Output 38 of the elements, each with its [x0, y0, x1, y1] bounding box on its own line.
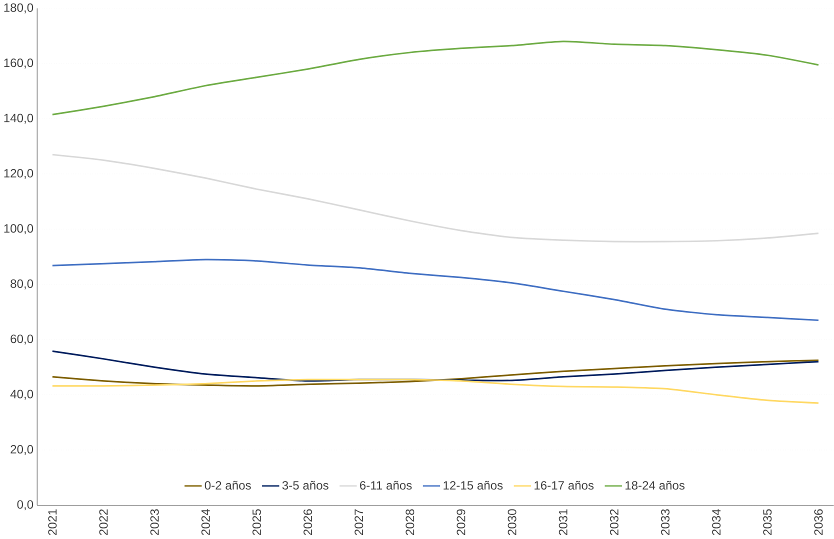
line-series — [52, 350, 820, 382]
x-tick-label: 2032 — [610, 509, 618, 536]
y-tick-label: 180,0 — [4, 3, 34, 14]
legend-label: 18-24 años — [626, 480, 685, 490]
x-tick-label: 2031 — [558, 509, 568, 536]
x-tick-label: 2030 — [508, 509, 516, 536]
x-tick-label: 2033 — [661, 509, 670, 536]
y-tick-label: 20,0 — [10, 445, 34, 455]
line-series — [52, 258, 820, 322]
line-series — [52, 154, 820, 243]
x-tick-label: 2023 — [150, 509, 159, 536]
x-tick-label: 2021 — [48, 509, 57, 536]
x-tick-label: 2034 — [712, 509, 721, 536]
y-tick-label: 140,0 — [4, 114, 34, 124]
line-series — [52, 359, 820, 387]
y-tick-label: 120,0 — [4, 169, 34, 179]
x-tick-label: 2027 — [354, 509, 364, 536]
legend-label: 6-11 años — [360, 480, 412, 490]
x-tick-label: 2035 — [763, 509, 772, 536]
legend-label: 12-15 años — [444, 480, 503, 490]
line-series — [52, 378, 820, 404]
x-tick-label: 2029 — [456, 509, 466, 536]
line-series — [52, 40, 820, 116]
y-tick-label: 0,0 — [17, 500, 34, 510]
x-tick-label: 2028 — [406, 509, 414, 536]
x-tick-label: 2025 — [252, 509, 261, 536]
legend-label: 3-5 años — [282, 480, 328, 490]
legend-label: 0-2 años — [204, 480, 251, 490]
y-tick-label: 160,0 — [4, 58, 34, 69]
y-tick-label: 40,0 — [10, 390, 34, 400]
x-tick-label: 2026 — [304, 509, 312, 536]
x-tick-label: 2036 — [814, 509, 823, 536]
y-tick-label: 80,0 — [10, 279, 34, 290]
x-tick-label: 2022 — [99, 509, 108, 536]
legend-label: 16-17 años — [534, 480, 594, 490]
y-tick-label: 60,0 — [10, 334, 34, 345]
y-tick-label: 100,0 — [4, 224, 34, 234]
x-tick-label: 2024 — [201, 509, 210, 536]
